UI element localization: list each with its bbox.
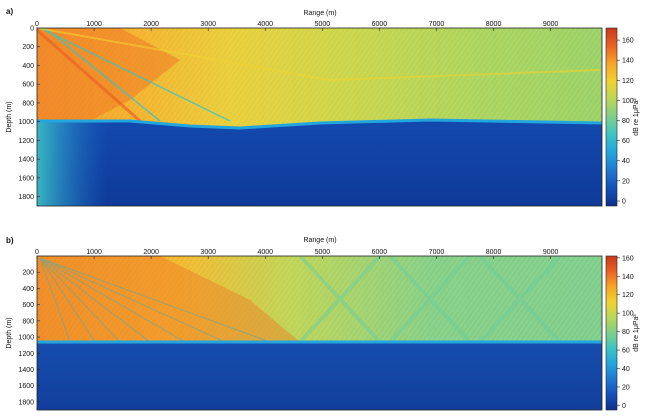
panel-a-colorbar-ticks: 0 20 40 60 80 100 120 140 160 <box>617 38 634 205</box>
y-tick-label: 1200 <box>18 351 34 358</box>
x-tick-label: 8000 <box>486 249 502 256</box>
panel-b-plot-area <box>37 256 602 410</box>
y-tick-label: 200 <box>22 44 34 51</box>
x-tick-label: 2000 <box>143 21 159 28</box>
colorbar-tick-label: 80 <box>622 118 630 125</box>
panel-b: b) Range (m) Depth (m) <box>6 236 640 411</box>
colorbar-tick-label: 100 <box>622 311 634 318</box>
y-tick-label: 800 <box>22 100 34 107</box>
panel-b-near-field <box>37 256 300 342</box>
panel-a-y-axis-title: Depth (m) <box>6 101 13 132</box>
panel-b-y-axis-title: Depth (m) <box>6 317 13 348</box>
x-tick-label: 3000 <box>200 249 216 256</box>
panel-a-plot-area <box>37 28 602 206</box>
panel-b-colorbar <box>605 255 618 411</box>
colorbar-tick-label: 0 <box>622 403 626 410</box>
colorbar-tick-label: 160 <box>622 255 634 262</box>
colorbar-tick-label: 140 <box>622 274 634 281</box>
y-tick-label: 200 <box>22 270 34 277</box>
x-tick-label: 5000 <box>315 21 331 28</box>
x-tick-label: 6000 <box>372 21 388 28</box>
panel-b-x-ticks: 0 1000 2000 3000 4000 5000 6000 7000 8000 9000 <box>35 249 559 259</box>
panel-a: a) Range (m) Depth (m) 0 1000 2000 3000 4000… <box>6 7 640 207</box>
x-tick-label: 0 <box>35 249 39 256</box>
panel-b-label: b) <box>6 236 14 245</box>
x-tick-label: 6000 <box>372 249 388 256</box>
y-tick-label: 800 <box>22 318 34 325</box>
panel-a-ray-beam <box>37 28 141 123</box>
colorbar-tick-label: 20 <box>622 384 630 391</box>
panel-b-beam-fan <box>39 257 271 343</box>
panel-a-plot-frame <box>36 27 603 207</box>
colorbar-tick-label: 120 <box>622 292 634 299</box>
panel-a-y-ticks: 0 200 400 600 800 1000 1200 1400 1600 1800 <box>18 26 40 201</box>
panel-a-label: a) <box>6 7 13 16</box>
colorbar-tick-label: 60 <box>622 348 630 355</box>
colorbar-tick-label: 100 <box>622 98 634 105</box>
y-tick-label: 400 <box>22 63 34 70</box>
panel-a-ray-beam <box>44 28 161 122</box>
x-tick-label: 9000 <box>543 249 559 256</box>
x-tick-label: 0 <box>35 21 39 28</box>
y-tick-label: 600 <box>22 82 34 89</box>
panel-a-ray-beam <box>39 28 231 122</box>
colorbar-tick-label: 40 <box>622 158 630 165</box>
y-tick-label: 1800 <box>18 194 34 201</box>
panel-a-colorbar-label: dB re 1μPa² <box>633 98 640 136</box>
colorbar-tick-label: 60 <box>622 138 630 145</box>
colorbar-tick-label: 80 <box>622 329 630 336</box>
panel-a-ray-beam <box>37 28 601 82</box>
y-tick-label: 1400 <box>18 157 34 164</box>
y-tick-label: 1800 <box>18 399 34 406</box>
colorbar-tick-label: 0 <box>622 198 626 205</box>
panel-a-colorbar <box>605 27 618 207</box>
x-tick-label: 9000 <box>543 21 559 28</box>
panel-b-colorbar-ticks: 0 20 40 60 80 100 120 140 160 <box>617 255 634 410</box>
panel-b-y-ticks: 200 400 600 800 1000 1200 1400 1600 1800 <box>18 270 40 406</box>
panel-a-seabed-interface <box>37 118 602 130</box>
colorbar-tick-label: 20 <box>622 178 630 185</box>
y-tick-label: 1400 <box>18 367 34 374</box>
x-tick-label: 4000 <box>257 249 273 256</box>
y-tick-label: 1600 <box>18 175 34 182</box>
colorbar-tick-label: 140 <box>622 58 634 65</box>
x-tick-label: 4000 <box>257 21 273 28</box>
x-tick-label: 1000 <box>86 21 102 28</box>
colorbar-tick-label: 160 <box>622 38 634 45</box>
y-tick-label: 0 <box>30 26 34 33</box>
panel-b-x-axis-title: Range (m) <box>303 237 336 244</box>
panel-a-x-ticks: 0 1000 2000 3000 4000 5000 6000 7000 8000 9000 <box>35 21 559 31</box>
y-tick-label: 1600 <box>18 383 34 390</box>
panel-b-colorbar-label: dB re 1μPa² <box>633 314 640 352</box>
panel-a-left-bottom-glow <box>37 121 107 206</box>
x-tick-label: 8000 <box>486 21 502 28</box>
y-tick-label: 1200 <box>18 138 34 145</box>
panel-b-reflection-pattern <box>298 256 562 344</box>
y-tick-label: 1000 <box>18 119 34 126</box>
x-tick-label: 3000 <box>200 21 216 28</box>
x-tick-label: 2000 <box>143 249 159 256</box>
panel-b-plot-frame <box>36 255 603 411</box>
x-tick-label: 1000 <box>86 249 102 256</box>
colorbar-tick-label: 40 <box>622 366 630 373</box>
y-tick-label: 400 <box>22 286 34 293</box>
x-tick-label: 7000 <box>429 21 445 28</box>
colorbar-tick-label: 120 <box>622 78 634 85</box>
y-tick-label: 1000 <box>18 335 34 342</box>
y-tick-label: 600 <box>22 302 34 309</box>
panel-a-x-axis-title: Range (m) <box>303 10 336 17</box>
x-tick-label: 5000 <box>315 249 331 256</box>
x-tick-label: 7000 <box>429 249 445 256</box>
